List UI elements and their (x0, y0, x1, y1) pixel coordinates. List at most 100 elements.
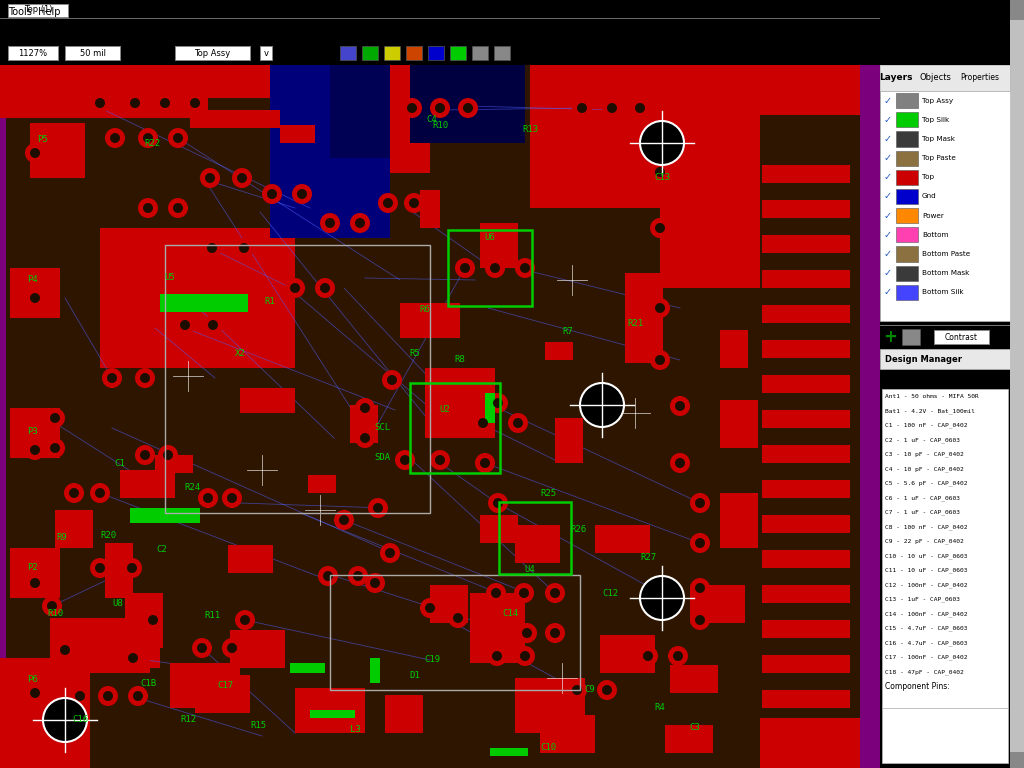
Bar (50, 618, 160, 668)
Bar (10, 668, 60, 718)
Circle shape (463, 103, 473, 113)
Circle shape (488, 493, 508, 513)
Bar (896, 93, 918, 108)
Circle shape (695, 583, 705, 593)
Circle shape (98, 686, 118, 706)
Text: Properties: Properties (961, 74, 999, 82)
Circle shape (227, 643, 237, 653)
Bar (480, 223, 518, 268)
Text: Bat1 - 4.2V - Bat_100mil: Bat1 - 4.2V - Bat_100mil (885, 408, 975, 413)
Circle shape (513, 418, 523, 428)
Circle shape (520, 651, 530, 661)
Circle shape (572, 98, 592, 118)
Circle shape (128, 653, 138, 663)
Text: U5: U5 (165, 273, 175, 283)
Bar (896, 112, 918, 127)
Bar (160, 294, 248, 312)
Circle shape (673, 651, 683, 661)
Circle shape (490, 588, 501, 598)
Bar (762, 270, 850, 288)
Circle shape (449, 608, 468, 628)
Bar (400, 303, 460, 338)
Circle shape (222, 638, 242, 658)
Circle shape (670, 453, 690, 473)
Circle shape (138, 198, 158, 218)
Text: C14: C14 (502, 608, 518, 617)
Bar (330, 575, 580, 690)
Circle shape (200, 168, 220, 188)
Text: ✓: ✓ (884, 268, 892, 278)
Text: C8 - 100 nF - CAP_0402: C8 - 100 nF - CAP_0402 (885, 524, 968, 530)
Circle shape (30, 578, 40, 588)
Bar (880, 65, 1010, 91)
Bar (690, 585, 745, 623)
Circle shape (370, 578, 380, 588)
Circle shape (198, 488, 218, 508)
Circle shape (690, 610, 710, 630)
Text: Top Assy: Top Assy (922, 98, 953, 104)
Circle shape (193, 638, 212, 658)
Text: C10 - 10 uF - CAP_0603: C10 - 10 uF - CAP_0603 (885, 553, 968, 558)
Circle shape (430, 98, 450, 118)
Bar (762, 165, 850, 183)
Circle shape (695, 538, 705, 548)
Text: C9 - 22 pF - CAP_0402: C9 - 22 pF - CAP_0402 (885, 538, 964, 544)
Bar (595, 525, 650, 553)
Text: C13 - 1uF - CAP_0603: C13 - 1uF - CAP_0603 (885, 597, 961, 602)
Circle shape (655, 303, 665, 313)
Bar (195, 675, 250, 713)
Circle shape (460, 263, 470, 273)
Bar (896, 151, 918, 166)
Text: C3: C3 (689, 723, 700, 733)
Circle shape (453, 613, 463, 623)
Text: C14 - 100nF - CAP_0402: C14 - 100nF - CAP_0402 (885, 611, 968, 617)
Text: C1: C1 (115, 458, 125, 468)
Circle shape (315, 278, 335, 298)
Circle shape (675, 401, 685, 411)
Text: SCL: SCL (374, 423, 390, 432)
Bar (494, 46, 510, 60)
Text: R10: R10 (432, 121, 449, 130)
Bar (190, 83, 208, 128)
Bar (170, 663, 240, 708)
Text: L3: L3 (349, 726, 360, 734)
Bar (60, 618, 150, 673)
Circle shape (63, 483, 84, 503)
Text: C11 - 10 uF - CAP_0603: C11 - 10 uF - CAP_0603 (885, 568, 968, 573)
Circle shape (140, 450, 150, 460)
Circle shape (163, 450, 173, 460)
Circle shape (597, 680, 617, 700)
Text: R7: R7 (562, 326, 573, 336)
Circle shape (173, 133, 183, 143)
Bar (228, 545, 273, 573)
Circle shape (580, 383, 624, 427)
Text: Design Manager: Design Manager (885, 355, 962, 363)
Bar (125, 593, 163, 648)
Text: R12: R12 (180, 716, 196, 724)
Circle shape (355, 428, 375, 448)
Bar (295, 688, 365, 733)
Circle shape (90, 558, 110, 578)
Circle shape (173, 203, 183, 213)
Bar (934, 330, 989, 344)
Circle shape (50, 413, 60, 423)
Circle shape (493, 498, 503, 508)
Bar (720, 100, 748, 128)
Bar (882, 708, 1008, 763)
Text: P6: P6 (27, 676, 37, 684)
Text: R11: R11 (204, 611, 220, 621)
Bar (0, 658, 90, 768)
Bar (720, 330, 748, 368)
Circle shape (380, 543, 400, 563)
Circle shape (207, 243, 217, 253)
Text: C4 - 10 pF - CAP_0402: C4 - 10 pF - CAP_0402 (885, 466, 964, 472)
Circle shape (25, 683, 45, 703)
Text: U6: U6 (484, 233, 496, 243)
Bar (762, 340, 850, 358)
Bar (499, 502, 571, 574)
Circle shape (650, 162, 670, 182)
Circle shape (409, 198, 419, 208)
Circle shape (353, 571, 362, 581)
Text: Objects: Objects (920, 74, 951, 82)
Circle shape (140, 373, 150, 383)
